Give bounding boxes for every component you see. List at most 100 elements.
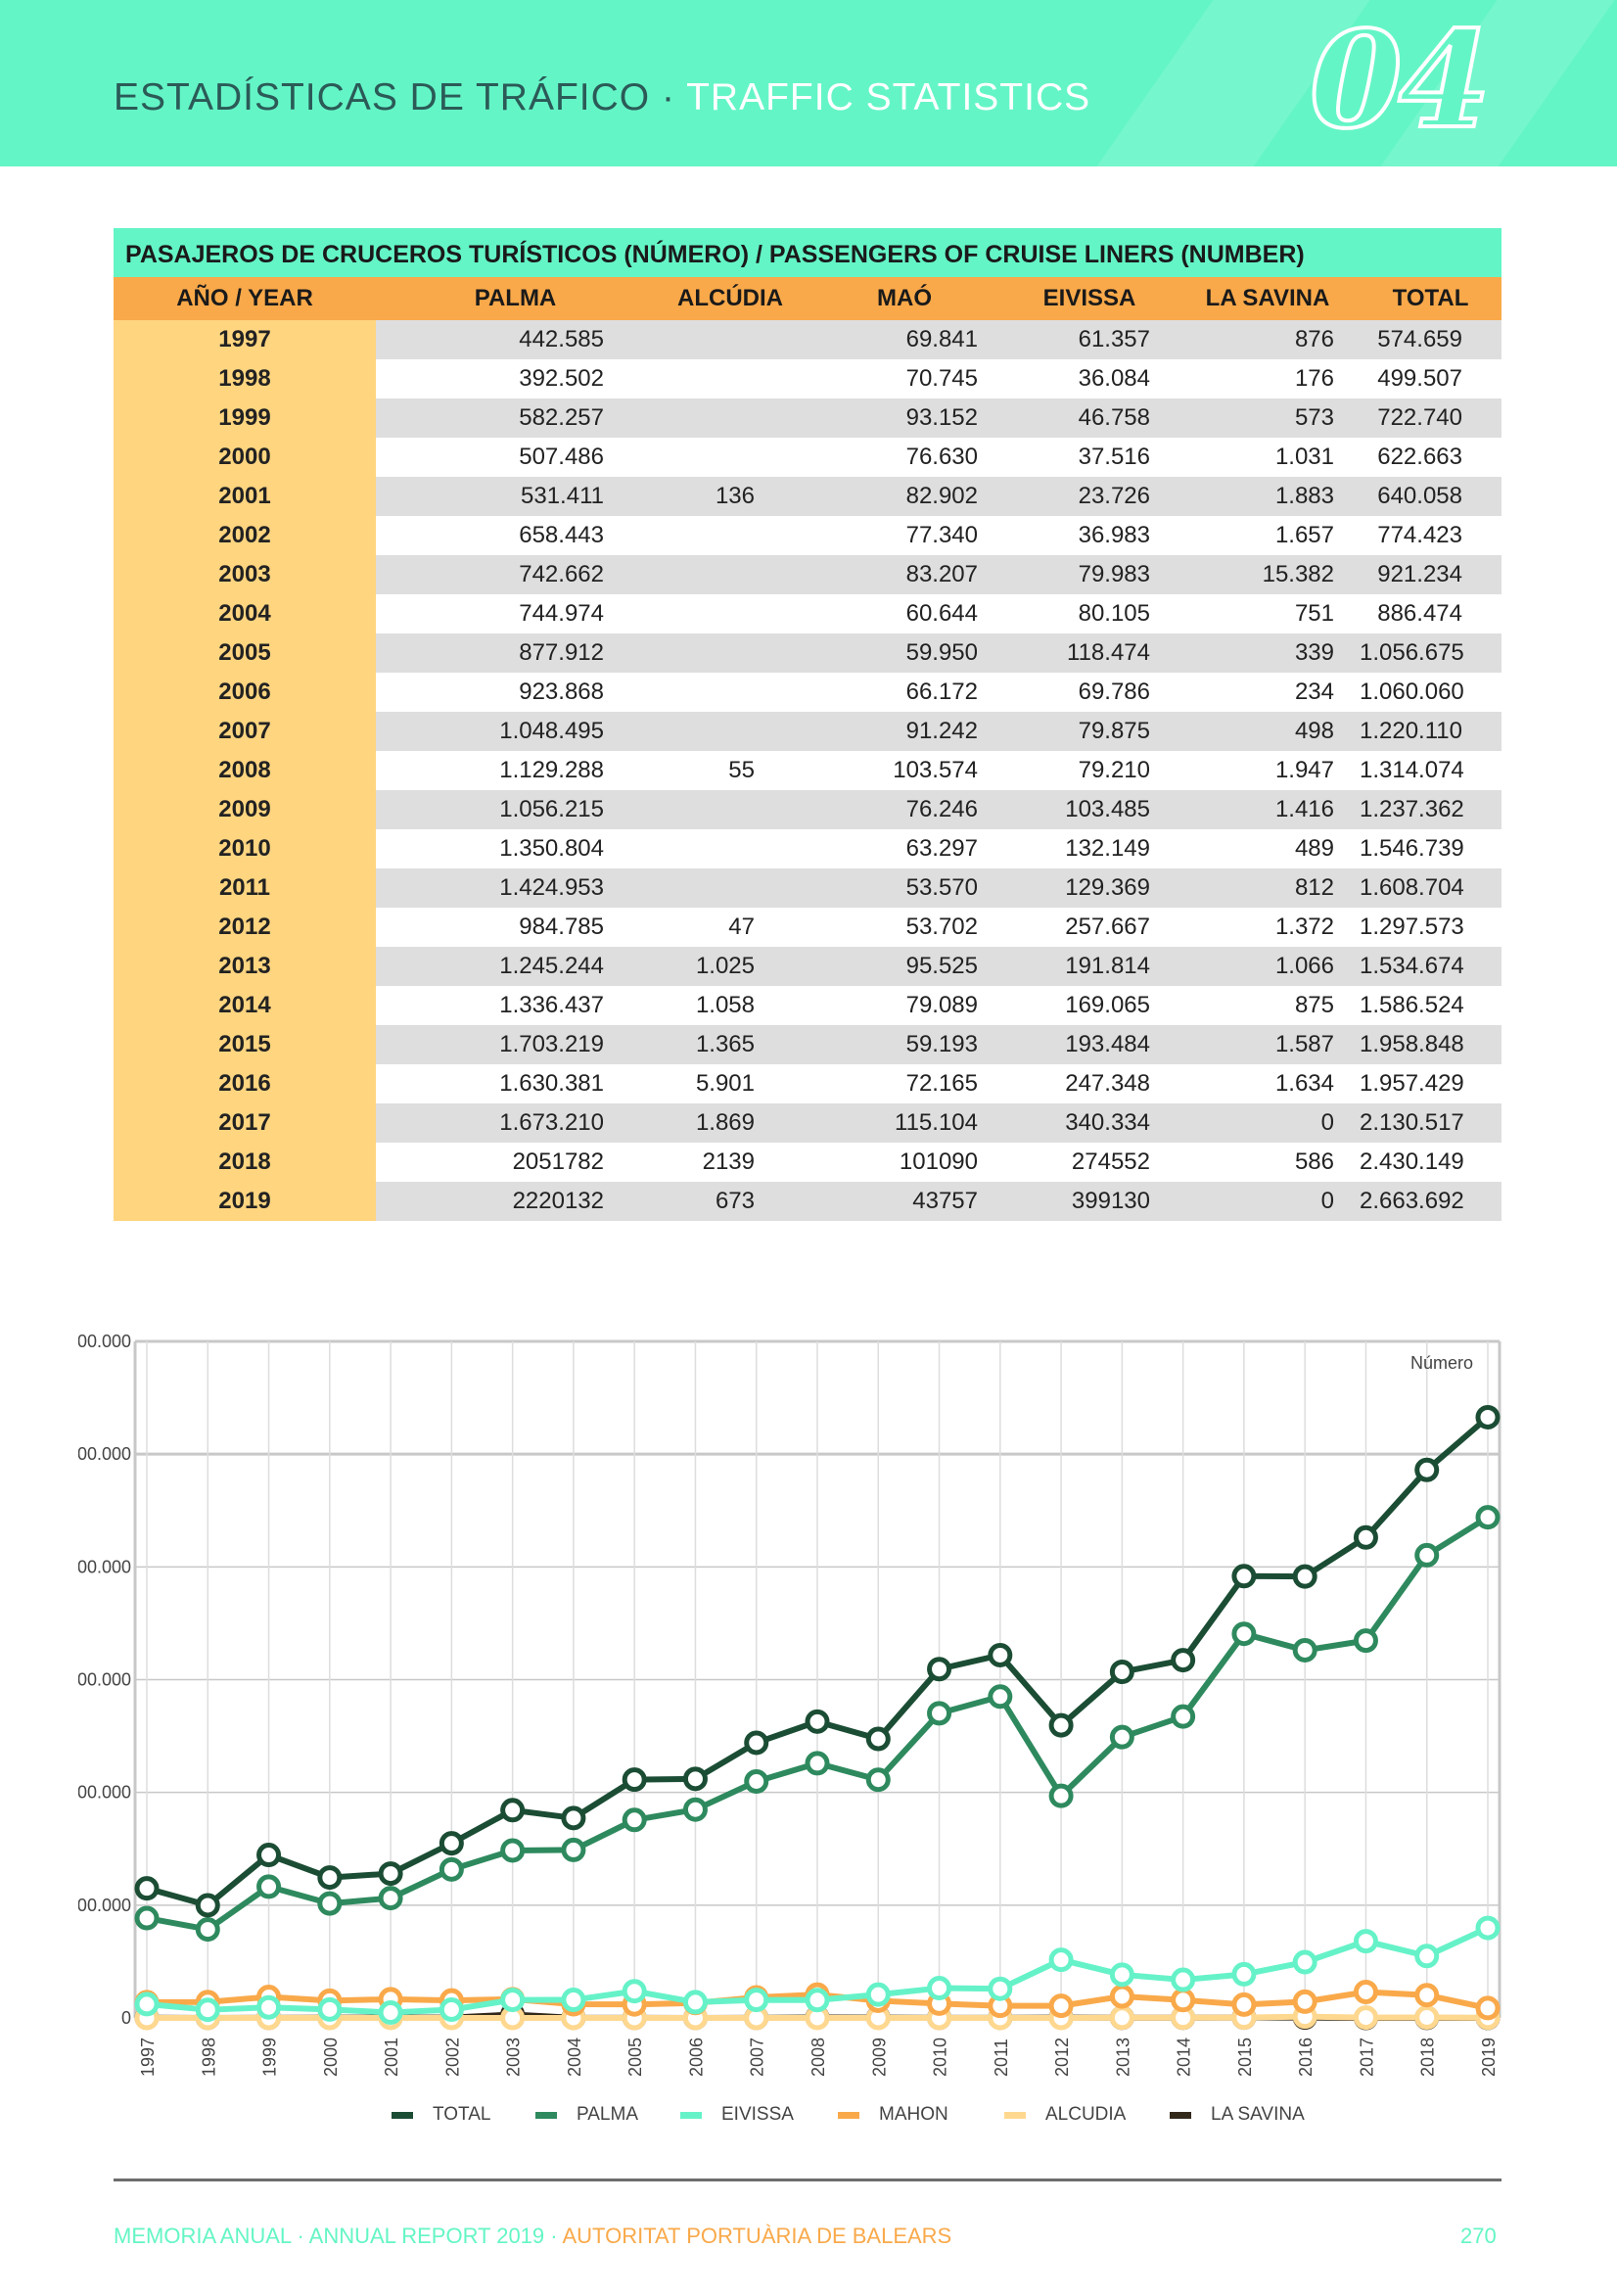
table-row: 2002 658.443 77.340 36.983 1.657 774.423 [114, 516, 1502, 555]
chart-grid [133, 1339, 1502, 2020]
year-cell: 2011 [114, 868, 376, 908]
data-point [256, 1843, 282, 1868]
value-cell: 1.424.953 [376, 868, 655, 908]
year-cell: 2012 [114, 908, 376, 947]
value-cell: 66.172 [806, 673, 1003, 712]
value-cell: 115.104 [806, 1103, 1003, 1143]
value-cell: 0 [1176, 1103, 1360, 1143]
data-point [1353, 1628, 1378, 1654]
value-cell: 118.474 [1003, 633, 1176, 673]
value-cell: 1.048.495 [376, 712, 655, 751]
x-tick-label: 2004 [565, 2038, 584, 2077]
data-point [865, 1767, 891, 1793]
value-cell [655, 594, 806, 633]
table-body: 1997 442.585 69.841 61.357 876 574.659 1998 392… [114, 320, 1502, 1221]
footer-divider [114, 2179, 1502, 2181]
cruise-passengers-line-chart: 0 500.000 1.000.000 1.500.000 2.000.000 2.500… [78, 1332, 1502, 2125]
data-point [927, 1657, 952, 1682]
data-point [256, 1994, 282, 2020]
table-row: 2010 1.350.804 63.297 132.149 489 1.546.739 [114, 829, 1502, 868]
data-point [1353, 1979, 1378, 2004]
data-point [1475, 1995, 1501, 2021]
value-cell: 1.372 [1176, 908, 1360, 947]
data-point [1353, 1929, 1378, 1954]
page-header: ESTADÍSTICAS DE TRÁFICO · TRAFFIC STATIS… [0, 0, 1617, 166]
value-cell: 1.336.437 [376, 986, 655, 1025]
data-point [195, 1997, 220, 2023]
data-point [1171, 1988, 1196, 2013]
data-point [561, 1837, 586, 1862]
footer-report: MEMORIA ANUAL · ANNUAL REPORT 2019 · [114, 2224, 563, 2248]
value-cell: 1.025 [655, 947, 806, 986]
value-cell: 36.084 [1003, 359, 1176, 398]
value-cell: 1.056.215 [376, 790, 655, 829]
data-point [134, 1876, 160, 1901]
value-cell [655, 516, 806, 555]
value-cell: 55 [655, 751, 806, 790]
value-cell: 339 [1176, 633, 1360, 673]
year-cell: 2006 [114, 673, 376, 712]
section-title-en: TRAFFIC STATISTICS [686, 76, 1091, 118]
data-point [1109, 1660, 1134, 1685]
value-cell: 1.066 [1176, 947, 1360, 986]
value-cell: 2.663.692 [1360, 1182, 1502, 1221]
value-cell: 1.546.739 [1360, 829, 1502, 868]
x-tick-label: 2013 [1113, 2038, 1132, 2077]
data-point [622, 1767, 647, 1793]
value-cell: 812 [1176, 868, 1360, 908]
table-row: 2011 1.424.953 53.570 129.369 812 1.608.704 [114, 868, 1502, 908]
value-cell: 47 [655, 908, 806, 947]
x-tick-label: 2010 [931, 2038, 950, 2077]
data-point [682, 1766, 708, 1792]
value-cell: 875 [1176, 986, 1360, 1025]
y-tick-label: 500.000 [78, 1896, 131, 1915]
value-cell: 1.630.381 [376, 1064, 655, 1103]
value-cell: 136 [655, 477, 806, 516]
value-cell: 132.149 [1003, 829, 1176, 868]
value-cell: 76.246 [806, 790, 1003, 829]
value-cell: 1.883 [1176, 477, 1360, 516]
table-row: 2003 742.662 83.207 79.983 15.382 921.234 [114, 555, 1502, 594]
y-tick-label: 2.000.000 [78, 1557, 131, 1576]
legend-swatch [392, 2112, 413, 2119]
footer-text: MEMORIA ANUAL · ANNUAL REPORT 2019 · AUT… [114, 2224, 951, 2249]
data-point [1414, 1542, 1440, 1568]
value-cell [655, 320, 806, 359]
value-cell: 53.570 [806, 868, 1003, 908]
value-cell: 1.534.674 [1360, 947, 1502, 986]
value-cell: 1.587 [1176, 1025, 1360, 1064]
data-point [1292, 1564, 1317, 1589]
value-cell: 43757 [806, 1182, 1003, 1221]
year-cell: 2009 [114, 790, 376, 829]
value-cell: 234 [1176, 673, 1360, 712]
value-cell: 573 [1176, 398, 1360, 438]
value-cell: 582.257 [376, 398, 655, 438]
value-cell: 923.868 [376, 673, 655, 712]
year-cell: 1998 [114, 359, 376, 398]
year-cell: 2014 [114, 986, 376, 1025]
x-tick-label: 2003 [504, 2038, 524, 2077]
data-point [682, 1990, 708, 2015]
column-header: ALCÚDIA [655, 277, 806, 320]
data-point [1353, 2005, 1378, 2031]
year-cell: 2005 [114, 633, 376, 673]
page-number: 270 [1460, 2224, 1497, 2248]
data-point [1292, 1949, 1317, 1975]
table-row: 2006 923.868 66.172 69.786 234 1.060.060 [114, 673, 1502, 712]
value-cell: 59.950 [806, 633, 1003, 673]
data-point [927, 1701, 952, 1726]
legend-label: TOTAL [433, 2104, 490, 2125]
value-cell: 722.740 [1360, 398, 1502, 438]
value-cell: 744.974 [376, 594, 655, 633]
legend-swatch [1170, 2112, 1191, 2119]
section-title-es: ESTADÍSTICAS DE TRÁFICO · [114, 76, 687, 118]
value-cell: 79.210 [1003, 751, 1176, 790]
data-point [1171, 1704, 1196, 1729]
year-cell: 2010 [114, 829, 376, 868]
table-row: 2007 1.048.495 91.242 79.875 498 1.220.110 [114, 712, 1502, 751]
value-cell: 1.608.704 [1360, 868, 1502, 908]
data-point [378, 2000, 403, 2026]
value-cell: 0 [1176, 1182, 1360, 1221]
value-cell [655, 555, 806, 594]
value-cell: 921.234 [1360, 555, 1502, 594]
